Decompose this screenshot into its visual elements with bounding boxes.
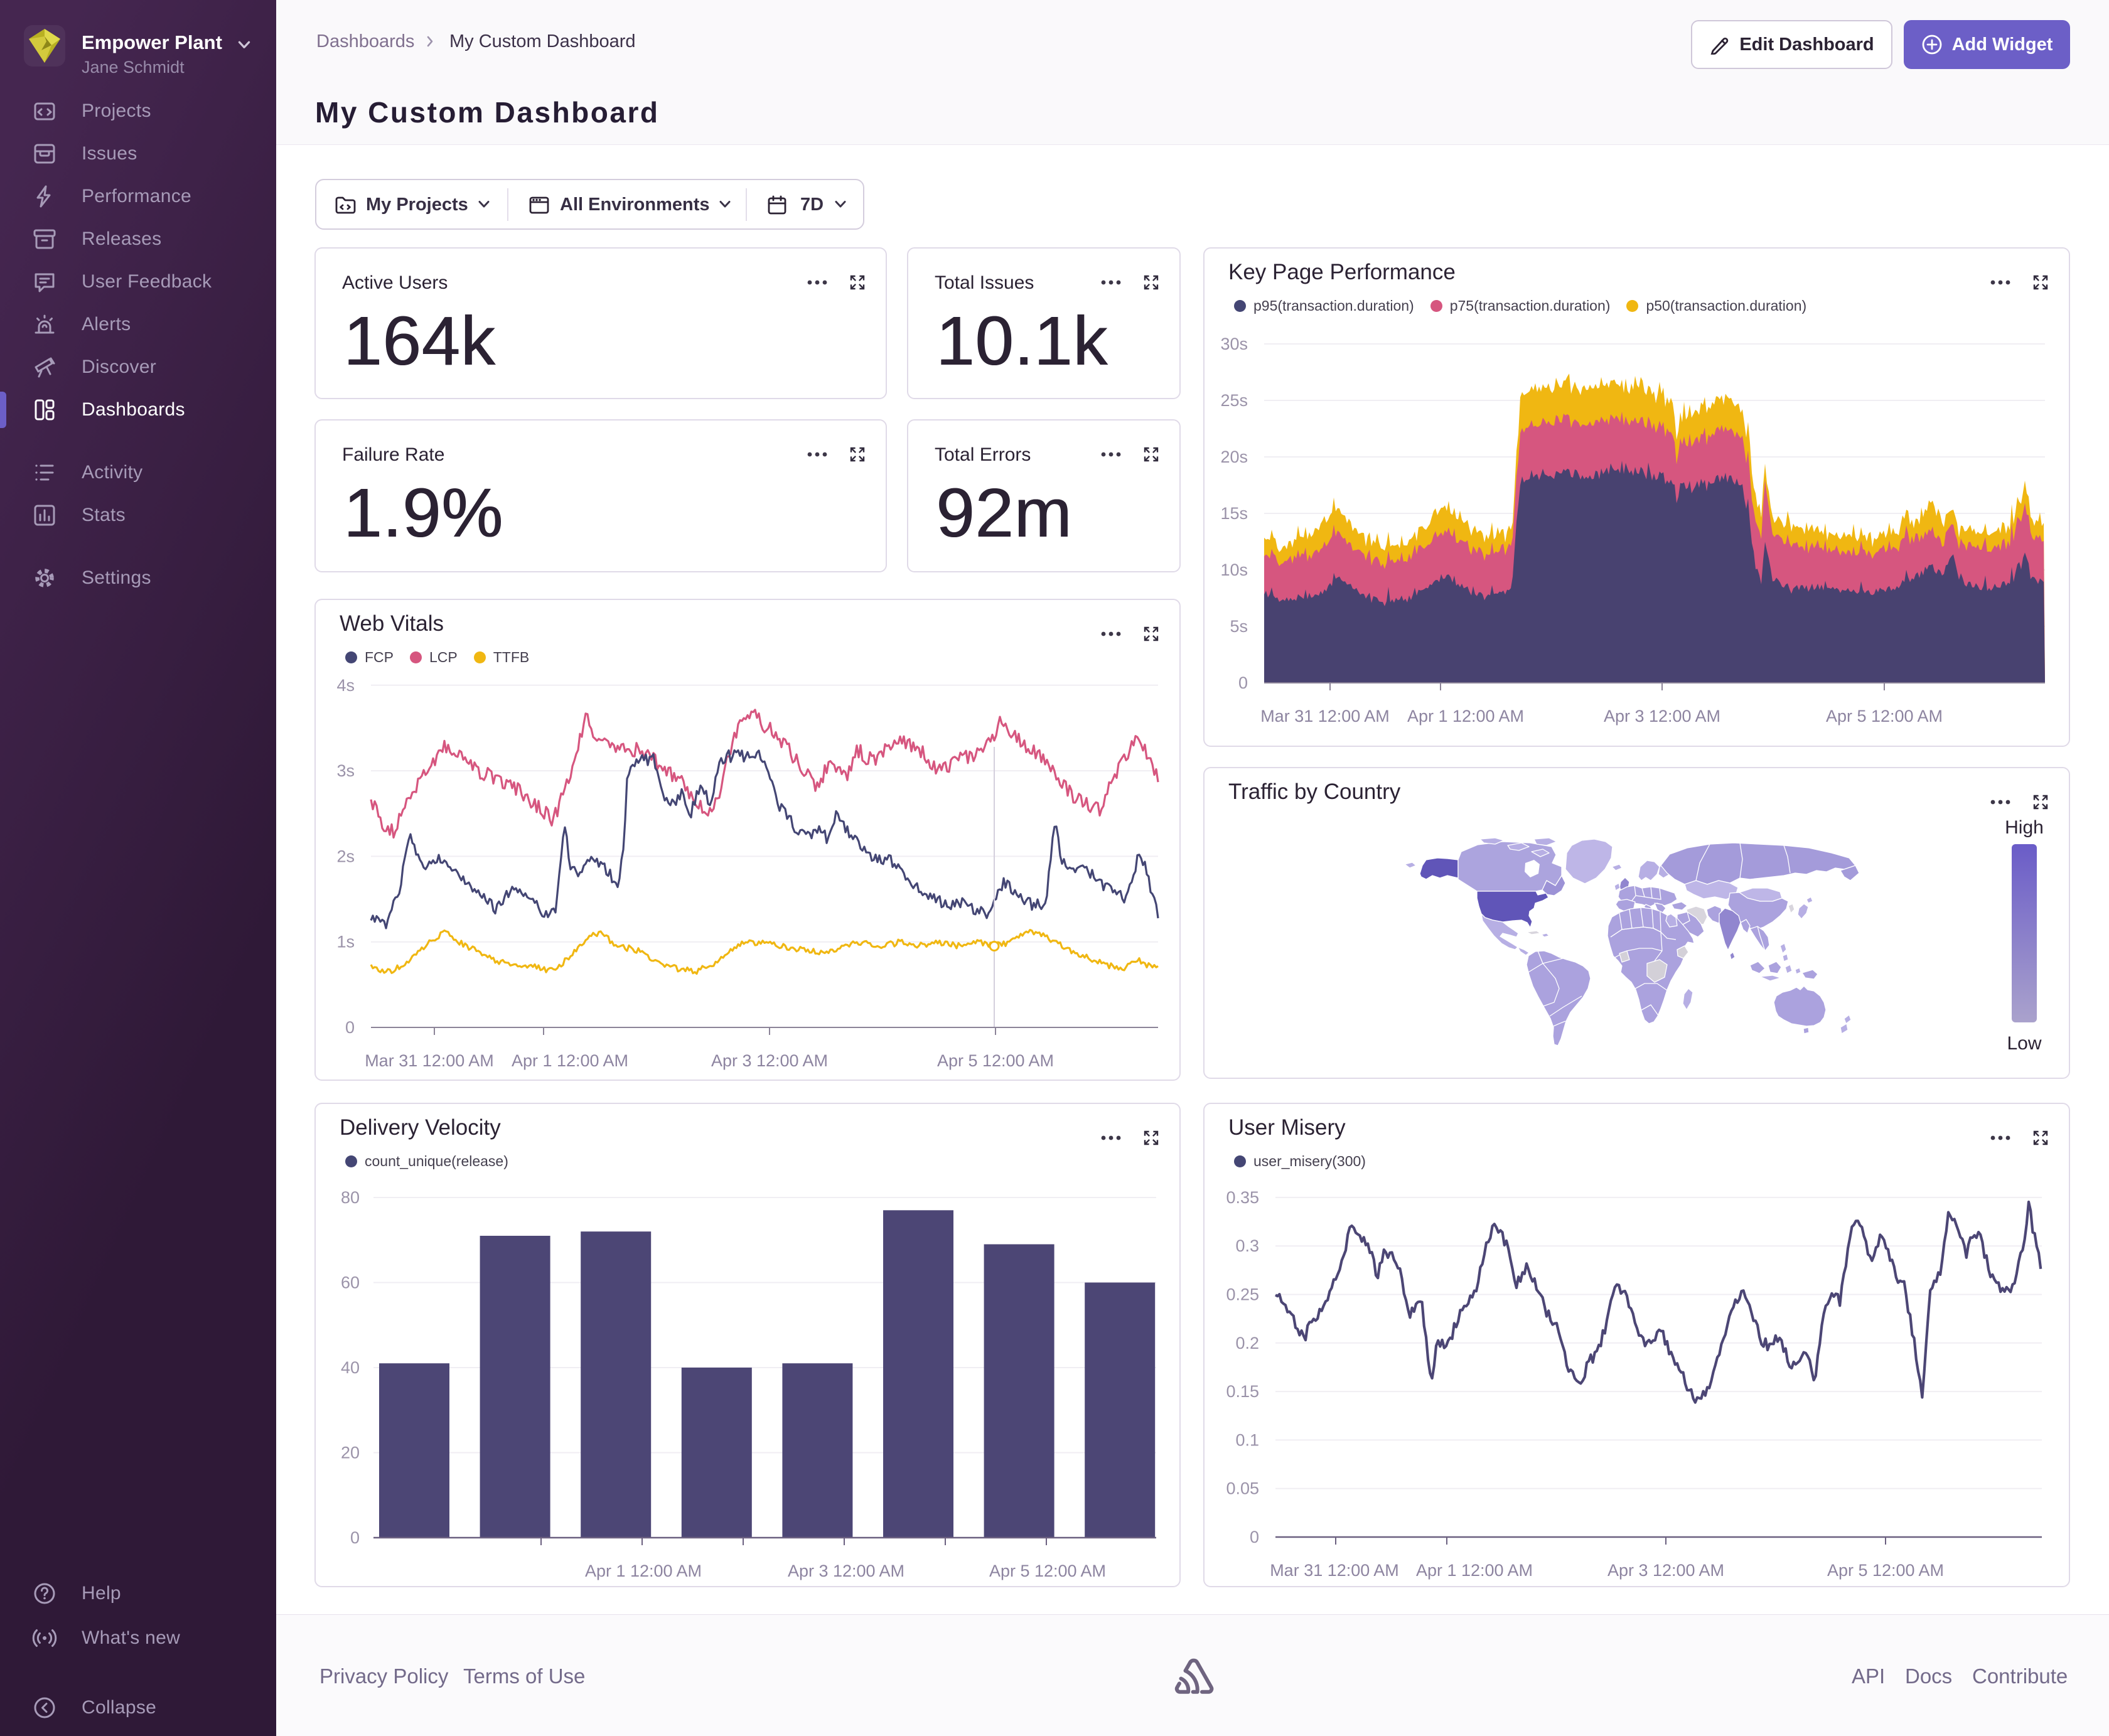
svg-text:Apr 3 12:00 AM: Apr 3 12:00 AM [788, 1562, 904, 1580]
svg-text:20s: 20s [1220, 447, 1248, 466]
svg-text:Apr 3 12:00 AM: Apr 3 12:00 AM [711, 1051, 828, 1070]
svg-text:40: 40 [341, 1358, 360, 1377]
svg-text:4s: 4s [336, 676, 355, 695]
svg-text:0.1: 0.1 [1235, 1430, 1259, 1449]
svg-text:Apr 1 12:00 AM: Apr 1 12:00 AM [512, 1051, 628, 1070]
svg-text:0.25: 0.25 [1226, 1285, 1259, 1304]
svg-text:Apr 1 12:00 AM: Apr 1 12:00 AM [1407, 707, 1524, 726]
svg-text:0.15: 0.15 [1226, 1382, 1259, 1401]
svg-text:0.2: 0.2 [1235, 1334, 1259, 1353]
svg-text:2s: 2s [336, 847, 355, 865]
svg-text:Apr 1 12:00 AM: Apr 1 12:00 AM [585, 1562, 702, 1580]
svg-text:Mar 31 12:00 AM: Mar 31 12:00 AM [365, 1051, 494, 1070]
svg-text:10s: 10s [1220, 560, 1248, 579]
svg-text:High: High [2005, 817, 2044, 838]
svg-text:Low: Low [2007, 1033, 2041, 1054]
svg-text:0.05: 0.05 [1226, 1479, 1259, 1498]
svg-text:Apr 5 12:00 AM: Apr 5 12:00 AM [1826, 707, 1943, 726]
svg-text:30s: 30s [1220, 335, 1248, 353]
svg-text:25s: 25s [1220, 391, 1248, 410]
svg-text:Apr 5 12:00 AM: Apr 5 12:00 AM [937, 1051, 1054, 1070]
svg-text:Apr 5 12:00 AM: Apr 5 12:00 AM [989, 1562, 1106, 1580]
svg-text:0: 0 [1238, 673, 1248, 692]
svg-text:Apr 5 12:00 AM: Apr 5 12:00 AM [1827, 1561, 1944, 1580]
svg-text:0.3: 0.3 [1235, 1236, 1259, 1255]
svg-text:15s: 15s [1220, 504, 1248, 523]
svg-text:0: 0 [350, 1528, 360, 1547]
svg-text:80: 80 [341, 1188, 360, 1207]
svg-text:20: 20 [341, 1444, 360, 1462]
svg-text:0: 0 [345, 1018, 355, 1037]
svg-text:1s: 1s [336, 933, 355, 951]
svg-text:Mar 31 12:00 AM: Mar 31 12:00 AM [1260, 707, 1390, 726]
svg-text:60: 60 [341, 1273, 360, 1292]
svg-text:5s: 5s [1230, 617, 1248, 636]
svg-text:3s: 3s [336, 761, 355, 780]
svg-text:0: 0 [1250, 1528, 1259, 1546]
svg-text:Apr 3 12:00 AM: Apr 3 12:00 AM [1604, 707, 1720, 726]
svg-text:Apr 3 12:00 AM: Apr 3 12:00 AM [1607, 1561, 1724, 1580]
svg-text:0.35: 0.35 [1226, 1188, 1259, 1207]
svg-text:Mar 31 12:00 AM: Mar 31 12:00 AM [1270, 1561, 1399, 1580]
svg-text:Apr 1 12:00 AM: Apr 1 12:00 AM [1416, 1561, 1533, 1580]
